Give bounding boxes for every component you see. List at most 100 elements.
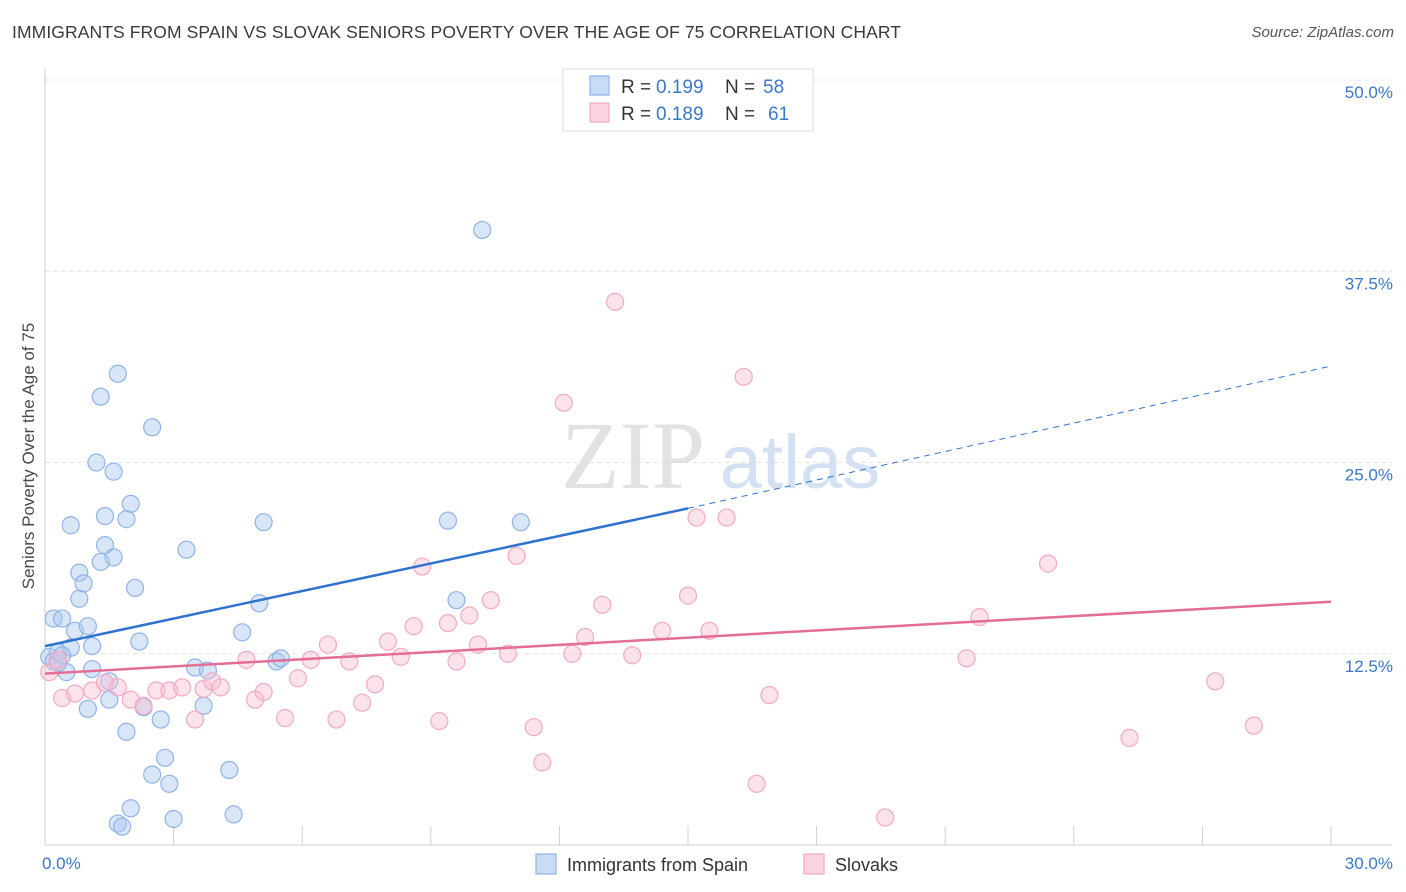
slovaks-point-11	[173, 678, 192, 697]
slovaks-point-39	[524, 718, 543, 737]
spain-point-8	[70, 589, 89, 608]
y-axis-label: Seniors Poverty Over the Age of 75	[19, 323, 38, 589]
slovaks-point-52	[734, 367, 753, 386]
spain-point-39	[177, 540, 196, 559]
spain-point-11	[61, 516, 80, 535]
slovaks-point-55	[876, 808, 895, 827]
slovaks-point-40	[533, 753, 552, 772]
series-legend-swatch-slovaks	[803, 853, 825, 875]
legend-n-value-spain: 58	[763, 77, 784, 98]
spain-point-46	[250, 594, 269, 613]
spain-point-31	[130, 632, 149, 651]
grid-lines	[45, 79, 1392, 655]
spain-point-23	[104, 548, 123, 567]
slovaks-point-42	[563, 644, 582, 663]
slovaks-point-6	[108, 678, 127, 697]
slovaks-point-27	[378, 632, 398, 651]
slovaks-point-51	[717, 508, 736, 527]
slovaks-point-32	[438, 614, 458, 633]
legend-n-label-spain: N =	[725, 77, 755, 98]
spain-point-30	[125, 578, 145, 598]
spain-point-10	[74, 574, 93, 593]
series-legend: Immigrants from Spain Slovaks	[535, 853, 898, 875]
slovaks-point-34	[460, 606, 479, 625]
spain-point-44	[224, 805, 243, 824]
watermark-atlas: atlas	[720, 420, 881, 505]
slovaks-point-16	[237, 650, 256, 669]
slovaks-point-47	[653, 621, 672, 640]
spain-point-34	[143, 418, 162, 437]
slovaks-point-43	[576, 627, 595, 647]
legend-r-value-slovaks: 0.189	[656, 104, 704, 125]
legend-n-label-slovaks: N =	[725, 104, 755, 125]
spain-point-37	[160, 774, 179, 793]
slovaks-point-60	[1206, 672, 1225, 691]
spain-point-15	[83, 636, 102, 656]
slovaks-point-33	[447, 652, 466, 671]
legend-r-label-spain: R =	[621, 77, 651, 98]
slovaks-point-59	[1120, 728, 1139, 748]
spain-point-42	[198, 661, 217, 680]
slovaks-point-38	[507, 546, 526, 565]
spain-point-45	[233, 623, 252, 642]
series-legend-swatch-spain	[535, 853, 557, 875]
slovaks-point-12	[185, 710, 205, 729]
spain-point-38	[164, 809, 183, 829]
y-tick-labels: 12.5% 25.0% 37.5% 50.0%	[1345, 83, 1393, 676]
watermark-zip: ZIP	[561, 402, 705, 509]
spain-point-26	[117, 722, 136, 741]
spain-point-20	[95, 506, 115, 526]
slovaks-point-29	[404, 617, 423, 636]
spain-point-4	[53, 609, 72, 628]
series-legend-label-spain: Immigrants from Spain	[567, 855, 748, 875]
watermark: ZIP atlas	[561, 402, 880, 509]
y-tick-label-1: 25.0%	[1345, 466, 1393, 485]
series-legend-label-slovaks: Slovaks	[835, 855, 898, 875]
slovaks-point-31	[430, 711, 449, 731]
slovaks-point-19	[275, 708, 295, 728]
trend-lines	[44, 365, 1332, 675]
spain-point-50	[438, 511, 458, 530]
legend-r-label-slovaks: R =	[621, 104, 651, 125]
trend-line-slovaks	[44, 600, 1332, 675]
spain-point-49	[271, 649, 290, 668]
spain-point-27	[117, 510, 136, 529]
spain-point-36	[155, 748, 175, 767]
slovaks-point-44	[593, 595, 612, 614]
spain-point-13	[78, 617, 97, 636]
slovaks-point-37	[498, 644, 518, 663]
slovaks-point-23	[327, 710, 346, 729]
spain-point-28	[121, 799, 140, 818]
slovaks-point-45	[606, 292, 625, 311]
x-tick-label-0: 0.0%	[42, 854, 81, 873]
slovaks-point-61	[1244, 716, 1263, 735]
spain-point-25	[108, 364, 127, 383]
slovaks-point-15	[211, 678, 230, 697]
x-tick-label-1: 30.0%	[1345, 854, 1393, 873]
y-tick-label-3: 50.0%	[1345, 83, 1393, 102]
slovaks-point-26	[365, 675, 385, 694]
trend-line-spain	[44, 507, 689, 648]
slovaks-point-53	[747, 774, 766, 793]
slovaks-point-25	[353, 693, 372, 712]
y-tick-label-2: 37.5%	[1345, 274, 1393, 293]
spain-point-47	[254, 513, 273, 532]
slovaks-point-18	[254, 682, 273, 702]
slovaks-point-36	[481, 591, 500, 610]
spain-point-17	[91, 387, 110, 406]
spain-point-43	[220, 760, 239, 780]
spain-point-53	[511, 513, 530, 532]
spain-point-29	[121, 494, 140, 513]
x-tick-labels: 0.0% 30.0%	[42, 854, 1393, 873]
legend-r-value-spain: 0.199	[656, 77, 704, 98]
slovaks-point-54	[760, 685, 779, 705]
spain-point-14	[83, 659, 102, 679]
axes	[44, 68, 1392, 846]
spain-point-55	[113, 817, 132, 836]
chart-title: IMMIGRANTS FROM SPAIN VS SLOVAK SENIORS …	[12, 22, 902, 42]
spain-point-33	[143, 765, 162, 784]
legend-swatch-slovaks	[589, 102, 610, 123]
slovaks-point-56	[957, 649, 976, 668]
slovaks-point-20	[288, 669, 308, 688]
